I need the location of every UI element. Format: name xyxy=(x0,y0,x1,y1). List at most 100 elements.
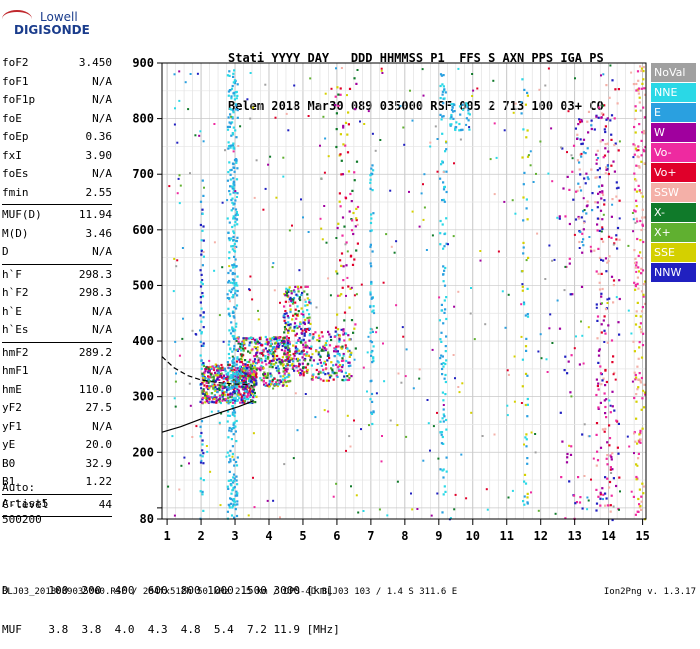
echo-point xyxy=(306,293,309,296)
echo-point xyxy=(343,319,346,322)
echo-point xyxy=(595,433,598,436)
echo-point xyxy=(326,359,329,362)
echo-point xyxy=(458,122,461,126)
echo-point xyxy=(604,130,607,134)
echo-point xyxy=(512,111,515,114)
echo-point xyxy=(471,73,474,75)
echo-point xyxy=(228,461,231,464)
echo-point xyxy=(240,385,243,388)
echo-point xyxy=(554,512,557,515)
echo-point xyxy=(241,347,245,350)
param-value: 298.3 xyxy=(78,286,112,299)
echo-point xyxy=(619,490,621,493)
echo-point xyxy=(233,98,236,101)
echo-point xyxy=(235,212,238,215)
echo-point xyxy=(253,384,256,387)
echo-point xyxy=(306,297,309,300)
echo-point xyxy=(233,69,236,72)
echo-point xyxy=(369,380,372,383)
echo-point xyxy=(235,479,238,482)
echo-point xyxy=(272,363,276,366)
echo-point xyxy=(243,400,246,403)
echo-point xyxy=(292,364,296,367)
echo-point xyxy=(425,249,428,251)
echo-point xyxy=(259,344,262,347)
echo-point xyxy=(227,487,230,490)
echo-point xyxy=(232,182,235,185)
echo-point xyxy=(590,250,593,253)
echo-point xyxy=(370,354,373,357)
echo-point xyxy=(251,390,254,393)
echo-point xyxy=(229,169,232,172)
echo-point xyxy=(640,495,643,498)
echo-point xyxy=(601,184,604,187)
echo-point xyxy=(271,348,274,352)
echo-point xyxy=(269,372,272,375)
echo-point xyxy=(335,237,338,239)
echo-point xyxy=(202,364,205,368)
param-name: B1 xyxy=(2,475,16,488)
echo-point xyxy=(231,133,235,136)
echo-point xyxy=(355,207,358,210)
echo-point xyxy=(574,502,577,505)
echo-point xyxy=(273,345,276,349)
echo-point xyxy=(580,142,583,146)
echo-point xyxy=(610,458,613,461)
echo-point xyxy=(638,440,641,443)
echo-point xyxy=(216,366,219,369)
echo-point xyxy=(599,493,602,496)
echo-point xyxy=(634,257,637,260)
echo-point xyxy=(294,346,298,349)
echo-point xyxy=(271,380,274,383)
echo-point xyxy=(344,378,347,381)
echo-point xyxy=(229,376,232,379)
echo-point xyxy=(338,334,341,337)
echo-point xyxy=(367,110,370,113)
echo-point xyxy=(404,375,407,378)
echo-point xyxy=(325,343,328,347)
echo-point xyxy=(618,333,621,336)
echo-point xyxy=(233,344,236,348)
echo-point xyxy=(282,367,285,370)
echo-point xyxy=(441,83,444,86)
echo-point xyxy=(230,399,233,402)
echo-point xyxy=(202,452,205,455)
echo-point xyxy=(243,392,246,395)
echo-point xyxy=(312,359,315,362)
echo-point xyxy=(441,469,444,472)
param-value: N/A xyxy=(92,304,112,318)
echo-point xyxy=(230,237,233,240)
echo-point xyxy=(240,345,244,348)
echo-point xyxy=(231,132,234,135)
echo-point xyxy=(582,244,585,247)
echo-point xyxy=(449,124,452,127)
echo-point xyxy=(234,425,237,428)
param-value: 32.9 xyxy=(85,456,113,470)
echo-point xyxy=(266,350,269,353)
echo-point xyxy=(200,307,203,310)
echo-point xyxy=(323,360,326,363)
echo-point xyxy=(207,387,210,391)
echo-point xyxy=(233,411,237,414)
echo-point xyxy=(242,337,245,340)
echo-point xyxy=(640,67,644,70)
echo-point xyxy=(641,216,644,219)
echo-point xyxy=(615,234,618,237)
auto-version: 500200 xyxy=(2,513,42,526)
echo-point xyxy=(283,349,286,352)
echo-point xyxy=(236,367,239,370)
echo-point xyxy=(369,398,372,401)
echo-point xyxy=(254,374,258,377)
echo-point xyxy=(351,263,355,266)
echo-point xyxy=(636,276,639,279)
echo-point xyxy=(245,338,248,342)
echo-point xyxy=(439,232,442,235)
echo-point xyxy=(283,313,286,316)
echo-point xyxy=(609,119,612,122)
echo-point xyxy=(234,258,237,261)
echo-point xyxy=(442,188,446,191)
echo-point xyxy=(612,160,615,163)
echo-point xyxy=(230,430,233,433)
echo-point xyxy=(443,284,447,287)
echo-point xyxy=(235,104,238,107)
